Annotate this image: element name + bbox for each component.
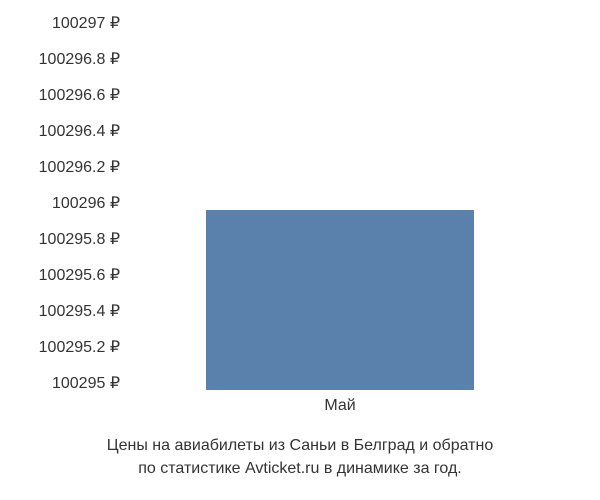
caption-line-1: Цены на авиабилеты из Саньи в Белград и … [107,437,493,454]
y-tick-label: 100295.8 ₽ [39,229,120,249]
y-tick-label: 100296 ₽ [52,193,120,213]
price-chart: 100297 ₽ 100296.8 ₽ 100296.6 ₽ 100296.4 … [0,0,600,500]
caption-line-2: по статистике Avticket.ru в динамике за … [138,460,462,477]
y-tick-label: 100295.6 ₽ [39,265,120,285]
y-tick-label: 100295.4 ₽ [39,301,120,321]
chart-caption: Цены на авиабилеты из Саньи в Белград и … [0,435,600,480]
y-tick-label: 100297 ₽ [52,13,120,33]
chart-plot-area: Май [130,30,550,390]
y-tick-label: 100296.4 ₽ [39,121,120,141]
y-tick-label: 100296.6 ₽ [39,85,120,105]
bar-may [206,210,475,390]
x-tick-label: Май [206,397,475,415]
y-tick-label: 100296.2 ₽ [39,157,120,177]
y-tick-label: 100296.8 ₽ [39,49,120,69]
y-tick-label: 100295 ₽ [52,373,120,393]
y-tick-label: 100295.2 ₽ [39,337,120,357]
y-axis-labels: 100297 ₽ 100296.8 ₽ 100296.6 ₽ 100296.4 … [0,23,120,383]
